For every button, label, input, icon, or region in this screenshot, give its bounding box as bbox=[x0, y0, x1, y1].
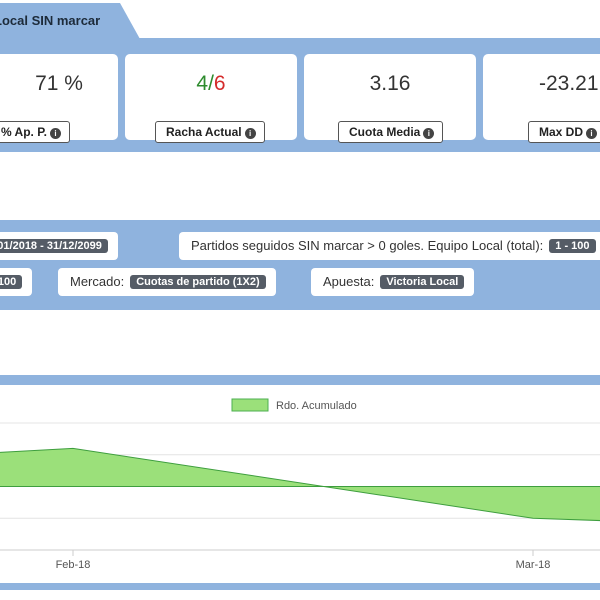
stat-racha-label[interactable]: Racha Actual i bbox=[155, 121, 265, 143]
info-icon[interactable]: i bbox=[244, 128, 256, 139]
filters-panel: 01/01/2018 - 31/12/2099 Partidos seguido… bbox=[0, 220, 600, 310]
legend-label[interactable]: Rdo. Acumulado bbox=[276, 400, 357, 412]
stat-cuota-label[interactable]: Cuota Media i bbox=[338, 121, 444, 143]
partidos-tag: 1 - 100 bbox=[549, 239, 596, 253]
apuesta-label: Apuesta: bbox=[323, 274, 375, 289]
section-title: Local SIN marcar bbox=[0, 13, 101, 28]
info-icon[interactable]: i bbox=[586, 128, 598, 139]
partidos-filter[interactable]: Partidos seguidos SIN marcar > 0 goles. … bbox=[179, 232, 600, 260]
date-range-tag: 01/01/2018 - 31/12/2099 bbox=[0, 239, 108, 253]
stat-card-racha: 4/6 Racha Actual i bbox=[125, 54, 297, 143]
stat-maxdd-label[interactable]: Max DD i bbox=[528, 121, 600, 143]
area-series bbox=[0, 447, 600, 522]
stat-card-cuota: 3.16 Cuota Media i bbox=[304, 54, 476, 143]
partidos-label: Partidos seguidos SIN marcar > 0 goles. … bbox=[191, 238, 544, 253]
apuesta-tag: Victoria Local bbox=[380, 275, 465, 289]
stat-racha-value: 4/6 bbox=[125, 72, 297, 96]
stat-card-maxdd: -23.21 Max DD i bbox=[483, 54, 600, 143]
section-tab[interactable]: Local SIN marcar bbox=[0, 3, 140, 39]
stat-ap-label-text: % Ap. P. bbox=[1, 125, 48, 139]
mercado-label: Mercado: bbox=[70, 274, 125, 289]
info-icon[interactable]: i bbox=[423, 128, 435, 139]
apuesta-filter[interactable]: Apuesta: Victoria Local bbox=[311, 268, 475, 296]
stat-card-ap: 71 % % Ap. P. i bbox=[0, 54, 118, 143]
x-tick-mar: Mar-18 bbox=[516, 559, 551, 571]
stat-ap-value: 71 % bbox=[35, 72, 83, 95]
mercado-filter[interactable]: Mercado: Cuotas de partido (1X2) bbox=[58, 268, 276, 296]
range-tag: 1 - 100 bbox=[0, 275, 23, 289]
racha-sep: / bbox=[208, 72, 214, 95]
range-filter[interactable]: 1 - 100 bbox=[0, 268, 33, 296]
stat-cuota-label-text: Cuota Media bbox=[349, 125, 421, 139]
info-icon[interactable]: i bbox=[50, 128, 62, 139]
stats-panel: 71 % % Ap. P. i 4/6 Racha Actual i 3.16 Cu… bbox=[0, 42, 600, 152]
legend-swatch[interactable] bbox=[231, 398, 269, 412]
chart-panel: Rdo. Acumulado Feb-18 Mar-18 bbox=[0, 375, 600, 590]
x-tick-feb: Feb-18 bbox=[56, 559, 91, 571]
chart-container: Rdo. Acumulado Feb-18 Mar-18 bbox=[0, 385, 600, 583]
mercado-tag: Cuotas de partido (1X2) bbox=[130, 275, 266, 289]
racha-wins: 4 bbox=[196, 72, 209, 95]
stat-ap-label[interactable]: % Ap. P. i bbox=[0, 121, 71, 143]
date-range-filter[interactable]: 01/01/2018 - 31/12/2099 bbox=[0, 232, 118, 260]
racha-losses: 6 bbox=[213, 72, 226, 95]
stat-maxdd-value: -23.21 bbox=[539, 72, 599, 95]
stat-racha-label-text: Racha Actual bbox=[166, 125, 242, 139]
section-header: Local SIN marcar bbox=[0, 0, 600, 42]
cumulative-chart: Rdo. Acumulado Feb-18 Mar-18 bbox=[0, 398, 600, 571]
header-divider bbox=[0, 38, 600, 42]
stat-cuota-value: 3.16 bbox=[369, 72, 411, 95]
stat-maxdd-label-text: Max DD bbox=[539, 125, 584, 139]
